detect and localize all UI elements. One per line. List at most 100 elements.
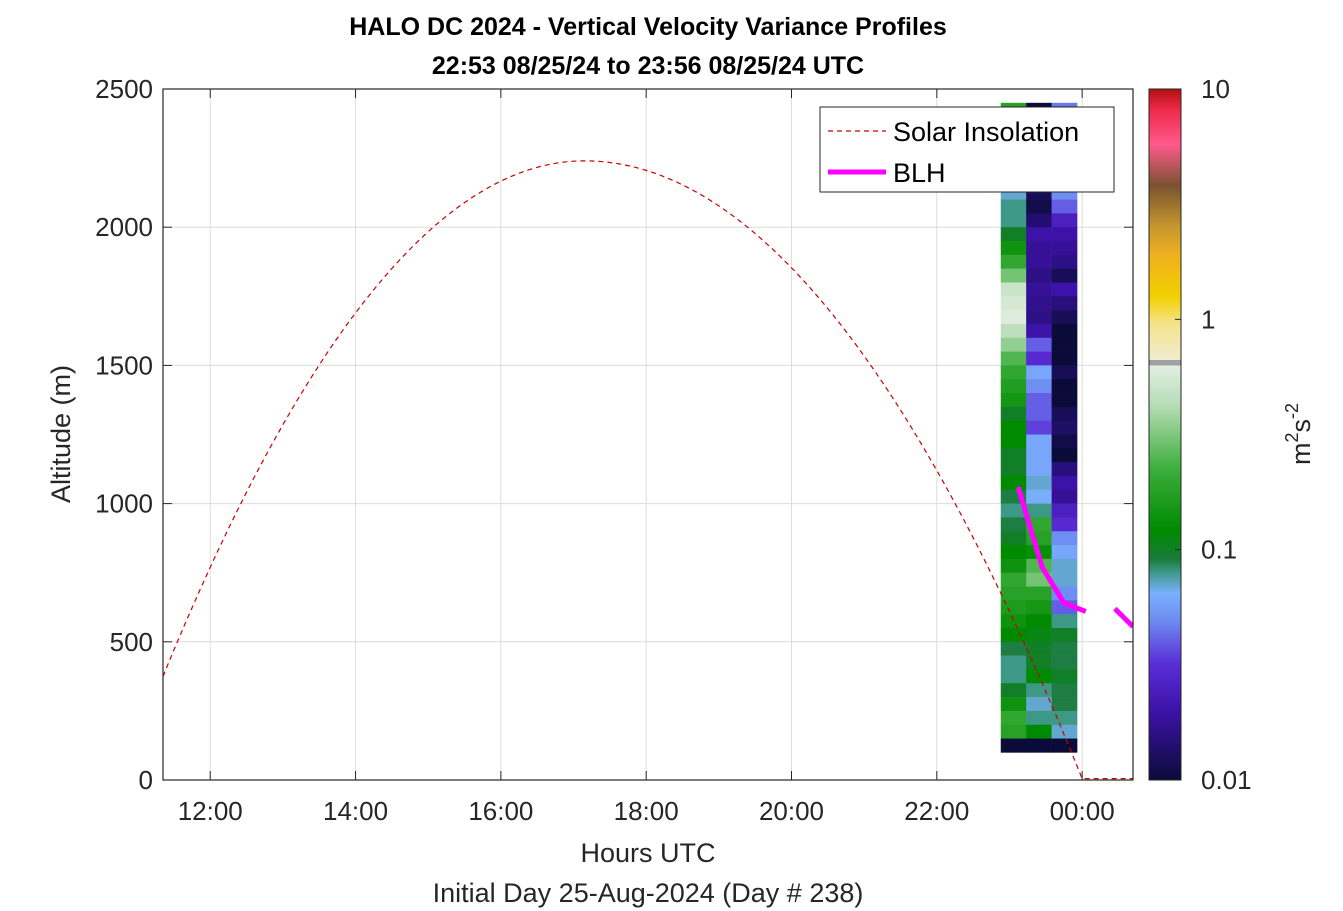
heatmap-cell bbox=[1000, 241, 1027, 256]
heatmap-cell bbox=[1000, 558, 1027, 573]
legend-box bbox=[819, 106, 1115, 193]
heatmap-cell bbox=[1026, 393, 1052, 408]
heatmap-cell bbox=[1051, 475, 1078, 491]
heatmap-cell bbox=[1051, 558, 1078, 573]
heatmap-cell bbox=[1000, 448, 1027, 463]
heatmap-cell bbox=[1000, 393, 1027, 408]
heatmap-cell bbox=[1051, 379, 1078, 394]
heatmap-cell bbox=[1000, 227, 1027, 242]
heatmap-cell bbox=[1026, 600, 1052, 615]
heatmap-cell bbox=[1000, 296, 1027, 311]
x-tick-label: 00:00 bbox=[1050, 796, 1115, 826]
heatmap-cell bbox=[1026, 296, 1052, 311]
y-tick-label: 500 bbox=[110, 627, 153, 657]
colorbar-label: m2s-2 bbox=[1282, 403, 1316, 465]
heatmap-cell bbox=[1026, 489, 1052, 504]
heatmap-cell bbox=[1026, 434, 1052, 449]
heatmap-cell bbox=[1026, 655, 1052, 670]
heatmap-cell bbox=[1026, 337, 1052, 352]
heatmap-cell bbox=[1051, 448, 1078, 463]
x-tick-label: 22:00 bbox=[904, 796, 969, 826]
colorbar-label-mid: s bbox=[1286, 419, 1316, 433]
legend-label-blh: BLH bbox=[893, 158, 946, 188]
heatmap-cell bbox=[1026, 213, 1052, 228]
heatmap-cell bbox=[1026, 310, 1052, 325]
heatmap-cell bbox=[1026, 724, 1052, 739]
colorbar-gradient bbox=[1148, 88, 1182, 781]
heatmap-cell bbox=[1026, 586, 1052, 601]
heatmap-cell bbox=[1026, 710, 1052, 726]
heatmap-cell bbox=[1051, 213, 1078, 228]
heatmap-cell bbox=[1051, 710, 1078, 726]
heatmap-cell bbox=[1026, 282, 1052, 297]
heatmap-cell bbox=[1051, 420, 1078, 435]
heatmap-cell bbox=[1000, 572, 1027, 587]
heatmap-cell bbox=[1026, 379, 1052, 394]
heatmap-cell bbox=[1051, 669, 1078, 684]
heatmap-cell bbox=[1051, 227, 1078, 242]
x-axis-ticks: 12:00 14:00 16:00 18:00 20:00 22:00 00:00 bbox=[178, 89, 1115, 826]
y-tick-label: 2000 bbox=[95, 212, 153, 242]
colorbar: 0.01 0.1 1 10 m2s-2 bbox=[1148, 74, 1316, 795]
heatmap-cell bbox=[1051, 503, 1078, 518]
colorbar-label-base: m bbox=[1286, 443, 1316, 466]
heatmap-cell bbox=[1051, 199, 1078, 214]
plot-frame bbox=[162, 88, 1134, 781]
heatmap-cell bbox=[1051, 282, 1078, 297]
heatmap-cell bbox=[1000, 710, 1027, 726]
heatmap-cell bbox=[1051, 393, 1078, 408]
y-tick-label: 2500 bbox=[95, 74, 153, 104]
blh-line bbox=[1015, 486, 1087, 614]
heatmap-cell bbox=[1000, 434, 1027, 449]
heatmap-cell bbox=[1000, 627, 1027, 643]
heatmap-cell bbox=[1026, 503, 1052, 518]
heatmap-cell bbox=[1000, 655, 1027, 670]
heatmap-cell bbox=[1026, 420, 1052, 435]
colorbar-tick-label: 0.01 bbox=[1201, 765, 1252, 795]
colorbar-tick-label: 10 bbox=[1201, 74, 1230, 104]
heatmap-cell bbox=[1051, 517, 1078, 532]
heatmap-cell bbox=[1000, 310, 1027, 325]
heatmap-cell bbox=[1026, 641, 1052, 656]
y-axis-label: Altitude (m) bbox=[46, 365, 76, 503]
heatmap-cell bbox=[1026, 323, 1052, 339]
solar-insolation-line bbox=[163, 160, 1133, 780]
heatmap-cell bbox=[1026, 254, 1052, 269]
x-tick-label: 18:00 bbox=[614, 796, 679, 826]
heatmap-cell bbox=[1026, 738, 1052, 753]
y-axis-ticks: 0 500 1000 1500 2000 2500 bbox=[95, 74, 1133, 795]
heatmap-cell bbox=[1051, 337, 1078, 352]
heatmap-cell bbox=[1000, 683, 1027, 698]
heatmap-cell bbox=[1051, 614, 1078, 629]
heatmap-cell bbox=[1000, 531, 1027, 546]
heatmap-cell bbox=[1051, 462, 1078, 477]
series-lines bbox=[163, 160, 1133, 780]
x-tick-label: 12:00 bbox=[178, 796, 243, 826]
heatmap-cell bbox=[1051, 254, 1078, 269]
heatmap-cell bbox=[1000, 254, 1027, 269]
heatmap-cell bbox=[1026, 627, 1052, 643]
colorbar-tick-label: 0.1 bbox=[1201, 535, 1237, 565]
x-axis-label: Hours UTC bbox=[580, 838, 715, 868]
heatmap-cell bbox=[1026, 365, 1052, 380]
heatmap-cell bbox=[1000, 337, 1027, 352]
heatmap-cell bbox=[1051, 627, 1078, 643]
heatmap-cell bbox=[1026, 697, 1052, 712]
heatmap-cell bbox=[1051, 572, 1078, 587]
y-tick-label: 1000 bbox=[95, 489, 153, 519]
heatmap-cell bbox=[1051, 241, 1078, 256]
heatmap-cell bbox=[1026, 241, 1052, 256]
heatmap-cell bbox=[1026, 199, 1052, 214]
heatmap-cell bbox=[1051, 641, 1078, 656]
variance-heatmap bbox=[1000, 102, 1078, 753]
heatmap-cell bbox=[1026, 683, 1052, 698]
colorbar-tick-label: 1 bbox=[1201, 304, 1215, 334]
legend-label-solar-insolation: Solar Insolation bbox=[893, 117, 1079, 147]
heatmap-cell bbox=[1000, 365, 1027, 380]
heatmap-cell bbox=[1051, 724, 1078, 739]
x-tick-label: 20:00 bbox=[759, 796, 824, 826]
heatmap-cell bbox=[1051, 697, 1078, 712]
heatmap-cell bbox=[1000, 600, 1027, 615]
heatmap-cell bbox=[1026, 406, 1052, 421]
